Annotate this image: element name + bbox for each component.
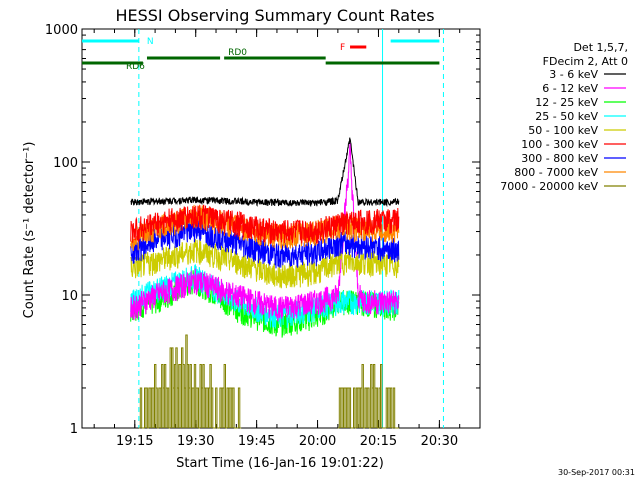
plot-frame	[81, 28, 481, 429]
legend-header: FDecim 2, Att 0	[543, 55, 628, 68]
legend-entry-label: 800 - 7000 keV	[514, 166, 598, 179]
y-tick-label: 10	[61, 289, 78, 304]
x-axis-label: Start Time (16-Jan-16 19:01:22)	[176, 456, 384, 471]
series-line-6	[130, 219, 400, 269]
flag-bar-label: RD0	[228, 48, 247, 58]
series-line-4	[130, 239, 400, 289]
plot-area: 1 10 100 1000 19:15 19:30 19:45 20:00 20:15 20:30…	[45, 23, 481, 449]
legend-entry-label: 50 - 100 keV	[528, 124, 598, 137]
legend-entry-label: 3 - 6 keV	[549, 68, 598, 81]
legend-entry-label: 12 - 25 keV	[535, 96, 598, 109]
series-line-0	[130, 137, 400, 208]
legend-entry-label: 25 - 50 keV	[535, 110, 598, 123]
y-axis-label: Count Rate (s⁻¹ detector⁻¹)	[22, 142, 37, 319]
flag-bar-label: N	[147, 37, 154, 47]
series-line-8	[138, 334, 399, 429]
x-tick-label: 19:15	[116, 434, 153, 449]
legend-header: Det 1,5,7,	[573, 41, 628, 54]
y-tick-label: 1	[70, 422, 78, 437]
x-tick-label: 20:15	[360, 434, 397, 449]
series-line-3	[130, 264, 400, 330]
x-tick-label: 19:45	[238, 434, 275, 449]
legend-entry-label: 300 - 800 keV	[521, 152, 598, 165]
flag-bar-label: RD6	[126, 62, 145, 72]
x-tick-label: 20:30	[421, 434, 458, 449]
y-tick-label: 1000	[45, 23, 78, 38]
chart-title: HESSI Observing Summary Count Rates	[115, 6, 434, 25]
legend-entry-label: 7000 - 20000 keV	[500, 180, 598, 193]
x-tick-label: 20:00	[299, 434, 336, 449]
legend-entry-label: 6 - 12 keV	[542, 82, 598, 95]
flag-bar-label: F	[340, 43, 345, 53]
series-line-5	[130, 204, 400, 245]
y-tick-label: 100	[53, 156, 78, 171]
legend-entry-label: 100 - 300 keV	[521, 138, 598, 151]
footer-date: 30-Sep-2017 00:31	[558, 468, 635, 477]
x-tick-label: 19:30	[177, 434, 214, 449]
